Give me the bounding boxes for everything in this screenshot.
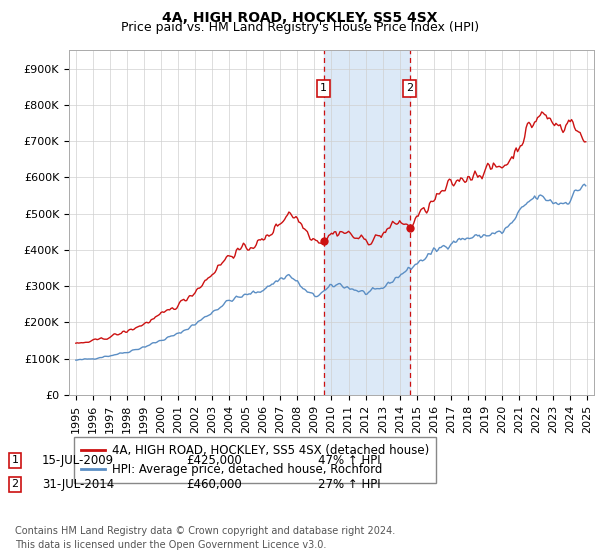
Text: 2: 2 bbox=[406, 83, 413, 94]
Text: 15-JUL-2009: 15-JUL-2009 bbox=[42, 454, 114, 467]
Text: £425,000: £425,000 bbox=[186, 454, 242, 467]
Bar bbox=[323, 50, 410, 395]
Text: 31-JUL-2014: 31-JUL-2014 bbox=[42, 478, 114, 491]
Text: £460,000: £460,000 bbox=[186, 478, 242, 491]
Text: 2: 2 bbox=[11, 479, 19, 489]
Text: 47% ↑ HPI: 47% ↑ HPI bbox=[318, 454, 380, 467]
Text: Contains HM Land Registry data © Crown copyright and database right 2024.
This d: Contains HM Land Registry data © Crown c… bbox=[15, 526, 395, 549]
Text: Price paid vs. HM Land Registry's House Price Index (HPI): Price paid vs. HM Land Registry's House … bbox=[121, 21, 479, 34]
Text: 1: 1 bbox=[11, 455, 19, 465]
Text: 4A, HIGH ROAD, HOCKLEY, SS5 4SX: 4A, HIGH ROAD, HOCKLEY, SS5 4SX bbox=[162, 11, 438, 25]
Legend: 4A, HIGH ROAD, HOCKLEY, SS5 4SX (detached house), HPI: Average price, detached h: 4A, HIGH ROAD, HOCKLEY, SS5 4SX (detache… bbox=[74, 437, 436, 483]
Text: 1: 1 bbox=[320, 83, 327, 94]
Text: 27% ↑ HPI: 27% ↑ HPI bbox=[318, 478, 380, 491]
